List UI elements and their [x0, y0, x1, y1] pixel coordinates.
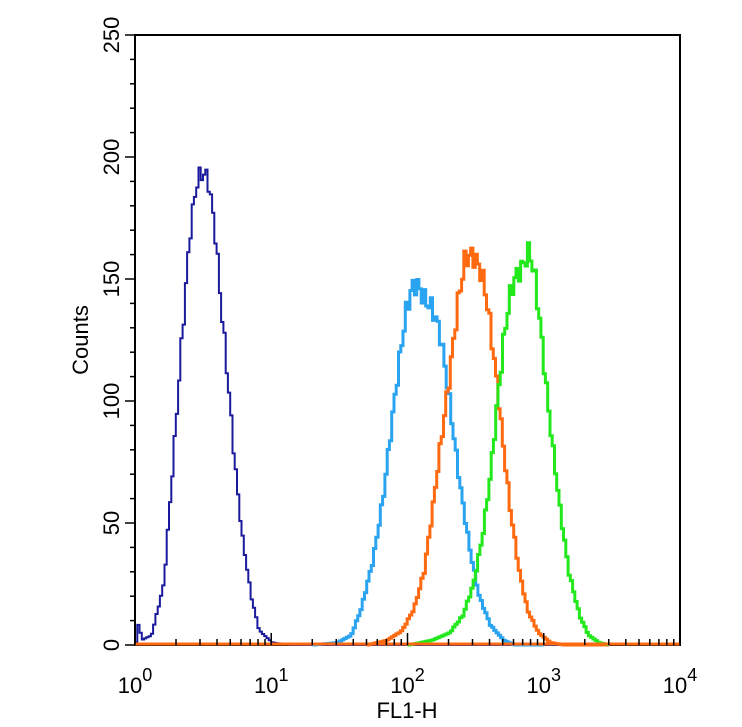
y-tick-label: 100 — [99, 383, 124, 420]
y-tick-label: 0 — [99, 639, 124, 651]
x-tick-label: 101 — [254, 665, 289, 698]
x-axis: 100 101 102 103 104 — [118, 633, 698, 698]
histogram-series-2 — [312, 278, 544, 647]
series-layer — [135, 166, 680, 647]
y-tick-label: 250 — [99, 17, 124, 54]
x-tick-label: 104 — [663, 665, 698, 698]
x-tick-label: 102 — [390, 665, 425, 698]
histogram-series-1 — [135, 166, 609, 646]
y-axis: 0 50 100 150 200 250 — [99, 17, 135, 651]
histogram-series-3 — [366, 246, 609, 647]
y-tick-label: 200 — [99, 139, 124, 176]
x-tick-label: 103 — [527, 665, 562, 698]
y-tick-label: 50 — [99, 511, 124, 535]
y-axis-title: Counts — [68, 305, 93, 375]
plot-frame — [134, 34, 681, 646]
histogram-series-4 — [407, 241, 611, 647]
y-tick-label: 150 — [99, 261, 124, 298]
x-axis-title: FL1-H — [376, 698, 437, 723]
x-tick-label: 100 — [118, 665, 153, 698]
